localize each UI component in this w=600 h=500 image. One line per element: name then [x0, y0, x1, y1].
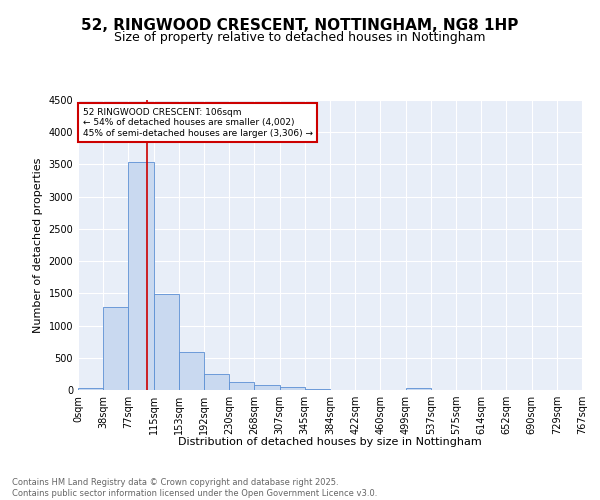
Text: Contains HM Land Registry data © Crown copyright and database right 2025.
Contai: Contains HM Land Registry data © Crown c… — [12, 478, 377, 498]
Bar — [305, 388, 330, 390]
Bar — [229, 382, 254, 390]
Bar — [78, 388, 103, 390]
Bar — [254, 385, 280, 390]
Bar — [406, 388, 431, 390]
Bar — [204, 374, 229, 390]
Text: 52 RINGWOOD CRESCENT: 106sqm
← 54% of detached houses are smaller (4,002)
45% of: 52 RINGWOOD CRESCENT: 106sqm ← 54% of de… — [83, 108, 313, 138]
X-axis label: Distribution of detached houses by size in Nottingham: Distribution of detached houses by size … — [178, 437, 482, 447]
Text: Size of property relative to detached houses in Nottingham: Size of property relative to detached ho… — [114, 31, 486, 44]
Bar — [154, 294, 179, 390]
Bar — [280, 388, 305, 390]
Bar — [103, 307, 128, 390]
Y-axis label: Number of detached properties: Number of detached properties — [33, 158, 43, 332]
Bar — [128, 162, 154, 390]
Bar — [179, 352, 204, 390]
Text: 52, RINGWOOD CRESCENT, NOTTINGHAM, NG8 1HP: 52, RINGWOOD CRESCENT, NOTTINGHAM, NG8 1… — [82, 18, 518, 32]
